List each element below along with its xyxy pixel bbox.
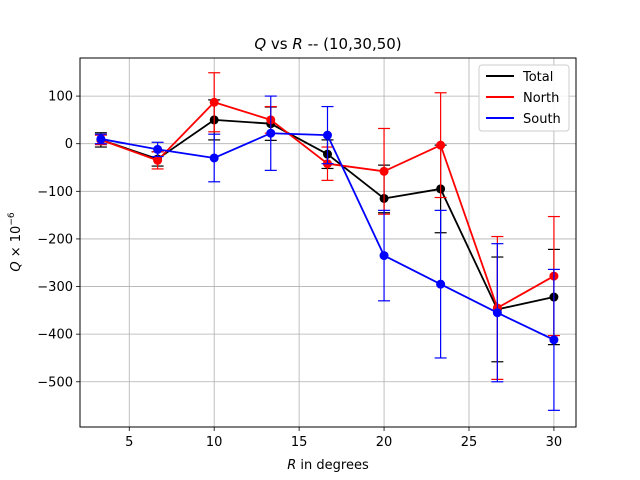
data-point-south <box>322 130 332 140</box>
data-point-south <box>436 279 446 289</box>
series-layer <box>94 72 560 411</box>
data-point-north <box>436 140 446 150</box>
data-point-north <box>379 166 389 176</box>
data-point-south <box>209 153 219 163</box>
grid <box>80 58 576 427</box>
x-tick-label: 20 <box>376 435 393 450</box>
y-axis-label: Q × 10−6 <box>7 212 24 271</box>
x-tick-label: 15 <box>291 435 308 450</box>
x-axis-label: R in degrees <box>287 458 369 473</box>
legend-label-total: Total <box>522 70 553 85</box>
y-tick-label: 0 <box>65 137 73 152</box>
data-point-north <box>209 97 219 107</box>
y-tick-label: −500 <box>37 375 73 390</box>
y-tick-label: −300 <box>37 280 73 295</box>
chart-title: Q vs R -- (10,30,50) <box>254 35 401 53</box>
legend: Total North South <box>478 64 570 132</box>
series-south <box>94 95 560 411</box>
y-tick-label: 100 <box>48 90 73 105</box>
y-tick-label: −200 <box>37 232 73 247</box>
data-point-south <box>492 308 502 318</box>
legend-box <box>478 64 570 132</box>
data-point-north <box>153 155 163 165</box>
y-tick-label: −400 <box>37 328 73 343</box>
data-point-south <box>549 335 559 345</box>
x-tick-label: 25 <box>461 435 478 450</box>
legend-label-south: South <box>523 112 561 127</box>
y-tick-label: −100 <box>37 185 73 200</box>
x-tick-label: 10 <box>206 435 223 450</box>
data-point-south <box>153 144 163 154</box>
x-tick-label: 30 <box>546 435 563 450</box>
data-point-south <box>266 128 276 138</box>
data-point-south <box>96 134 106 144</box>
plot-frame <box>79 57 577 428</box>
data-point-south <box>379 251 389 261</box>
x-tick-label: 5 <box>125 435 133 450</box>
legend-label-north: North <box>523 91 559 106</box>
ticks: 5 10 15 20 25 30 100 0 −100 −200 −300 −400 −500 <box>37 90 562 450</box>
